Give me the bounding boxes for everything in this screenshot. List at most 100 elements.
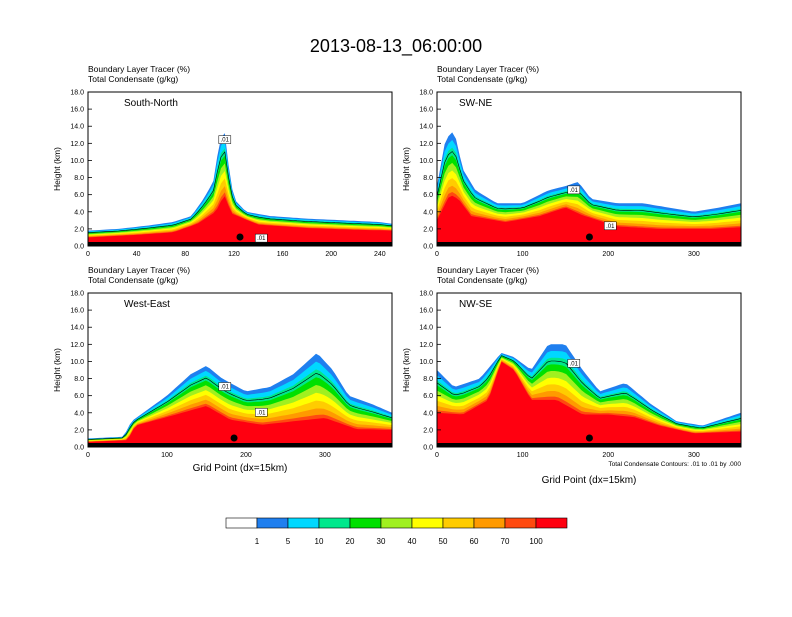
x-tick-label: 100 (517, 452, 529, 459)
x-tick-label: 0 (435, 251, 439, 258)
y-tick-label: 2.0 (74, 427, 84, 434)
colorbar-cell (504, 517, 537, 529)
contour-label: .01 (218, 382, 232, 391)
y-tick-label: 2.0 (74, 226, 84, 233)
colorbar-cell (535, 517, 568, 529)
field-label: Total Condensate (g/kg) (88, 275, 178, 285)
y-tick-label: 6.0 (74, 393, 84, 400)
tracer-layer-10 (437, 195, 741, 246)
contour-label: .01 (604, 221, 617, 231)
terrain (88, 443, 392, 447)
contour-note: Total Condensate Contours: .01 to .01 by… (608, 461, 741, 468)
page-title: 2013-08-13_06:00:00 (310, 36, 482, 57)
y-tick-label: 10.0 (419, 158, 433, 165)
contour-label-text: .01 (257, 410, 266, 416)
x-tick-label: 300 (688, 251, 700, 258)
plot-area: .01 .01 (88, 133, 392, 246)
field-label: Total Condensate (g/kg) (437, 275, 527, 285)
y-tick-label: 4.0 (74, 410, 84, 417)
x-tick-label: 200 (240, 452, 252, 459)
y-tick-label: 8.0 (74, 175, 84, 182)
colorbar-cell (287, 517, 320, 529)
x-tick-label: 200 (602, 452, 614, 459)
colorbar-label: 5 (286, 537, 291, 546)
x-tick-label: 40 (133, 251, 141, 258)
field-label: Total Condensate (g/kg) (88, 74, 178, 84)
tracer-layer-10 (437, 361, 741, 447)
colorbar-cell (442, 517, 475, 529)
tracer-layer-10 (88, 406, 392, 447)
contour-label-box (255, 233, 268, 243)
y-tick-label: 8.0 (423, 175, 433, 182)
x-tick-label: 100 (517, 251, 529, 258)
plot-frame (436, 91, 742, 247)
x-tick-label: 0 (435, 452, 439, 459)
colorbar-cell (411, 517, 444, 529)
panel-label: West-East (124, 299, 170, 310)
field-label: Boundary Layer Tracer (%) (437, 265, 539, 275)
colorbar-label: 1 (255, 537, 260, 546)
plot-frame (87, 91, 393, 247)
x-axis-label: Grid Point (dx=15km) (542, 475, 637, 486)
y-axis-label: Height (km) (52, 348, 62, 392)
location-marker (585, 434, 593, 442)
colorbar-label: 40 (408, 537, 417, 546)
plot-area: .01 .01 (437, 132, 741, 246)
field-label: Boundary Layer Tracer (%) (437, 64, 539, 74)
x-tick-label: 200 (602, 251, 614, 258)
contour-label-box (218, 382, 232, 391)
x-tick-label: 240 (374, 251, 386, 258)
y-tick-label: 6.0 (423, 192, 433, 199)
terrain (437, 443, 741, 447)
y-tick-label: 0.0 (423, 445, 433, 452)
y-tick-label: 2.0 (423, 226, 433, 233)
y-tick-label: 16.0 (419, 308, 433, 315)
y-axis-label: Height (km) (401, 147, 411, 191)
condensate-contour (437, 151, 741, 218)
contour-label-text: .01 (606, 224, 615, 230)
tracer-layer-10 (88, 196, 392, 246)
colorbar-label: 10 (315, 537, 324, 546)
terrain (88, 242, 392, 246)
y-tick-label: 16.0 (70, 308, 84, 315)
colorbar-label: 30 (377, 537, 386, 546)
y-tick-label: 8.0 (74, 376, 84, 383)
panel-0: Boundary Layer Tracer (%)Total Condensat… (52, 64, 393, 258)
y-tick-label: 18.0 (70, 291, 84, 298)
condensate-contour (437, 355, 741, 429)
contour-label: .01 (567, 185, 581, 195)
field-label: Boundary Layer Tracer (%) (88, 265, 190, 275)
x-tick-label: 0 (86, 452, 90, 459)
location-marker (236, 233, 244, 241)
plot-area: .01 .01 (88, 353, 392, 447)
contour-label: .01 (255, 233, 268, 243)
condensate-contour (88, 151, 392, 233)
contour-label: .01 (567, 359, 581, 368)
contour-label: .01 (218, 135, 232, 144)
y-tick-label: 14.0 (70, 124, 84, 131)
y-tick-label: 12.0 (70, 342, 84, 349)
contour-label-text: .01 (570, 188, 579, 194)
contour-label-box (255, 408, 268, 417)
y-tick-label: 4.0 (423, 410, 433, 417)
colorbar-label: 20 (346, 537, 355, 546)
x-tick-label: 200 (325, 251, 337, 258)
contour-label-text: .01 (221, 138, 230, 144)
y-tick-label: 16.0 (419, 107, 433, 114)
panel-2: Boundary Layer Tracer (%)Total Condensat… (52, 265, 393, 474)
y-tick-label: 12.0 (419, 141, 433, 148)
contour-label-box (604, 221, 617, 231)
y-tick-label: 14.0 (419, 325, 433, 332)
y-tick-label: 6.0 (74, 192, 84, 199)
colorbar: 1 5 10 20 30 40 50 60 70 100 (225, 517, 568, 546)
field-label: Boundary Layer Tracer (%) (88, 64, 190, 74)
y-tick-label: 10.0 (419, 359, 433, 366)
panel-3: Boundary Layer Tracer (%)Total Condensat… (401, 265, 742, 486)
colorbar-cell (318, 517, 351, 529)
tracer-layer-4 (88, 155, 392, 246)
y-tick-label: 0.0 (74, 244, 84, 251)
x-tick-label: 300 (319, 452, 331, 459)
y-axis-label: Height (km) (52, 147, 62, 191)
contour-label-box (567, 359, 581, 368)
